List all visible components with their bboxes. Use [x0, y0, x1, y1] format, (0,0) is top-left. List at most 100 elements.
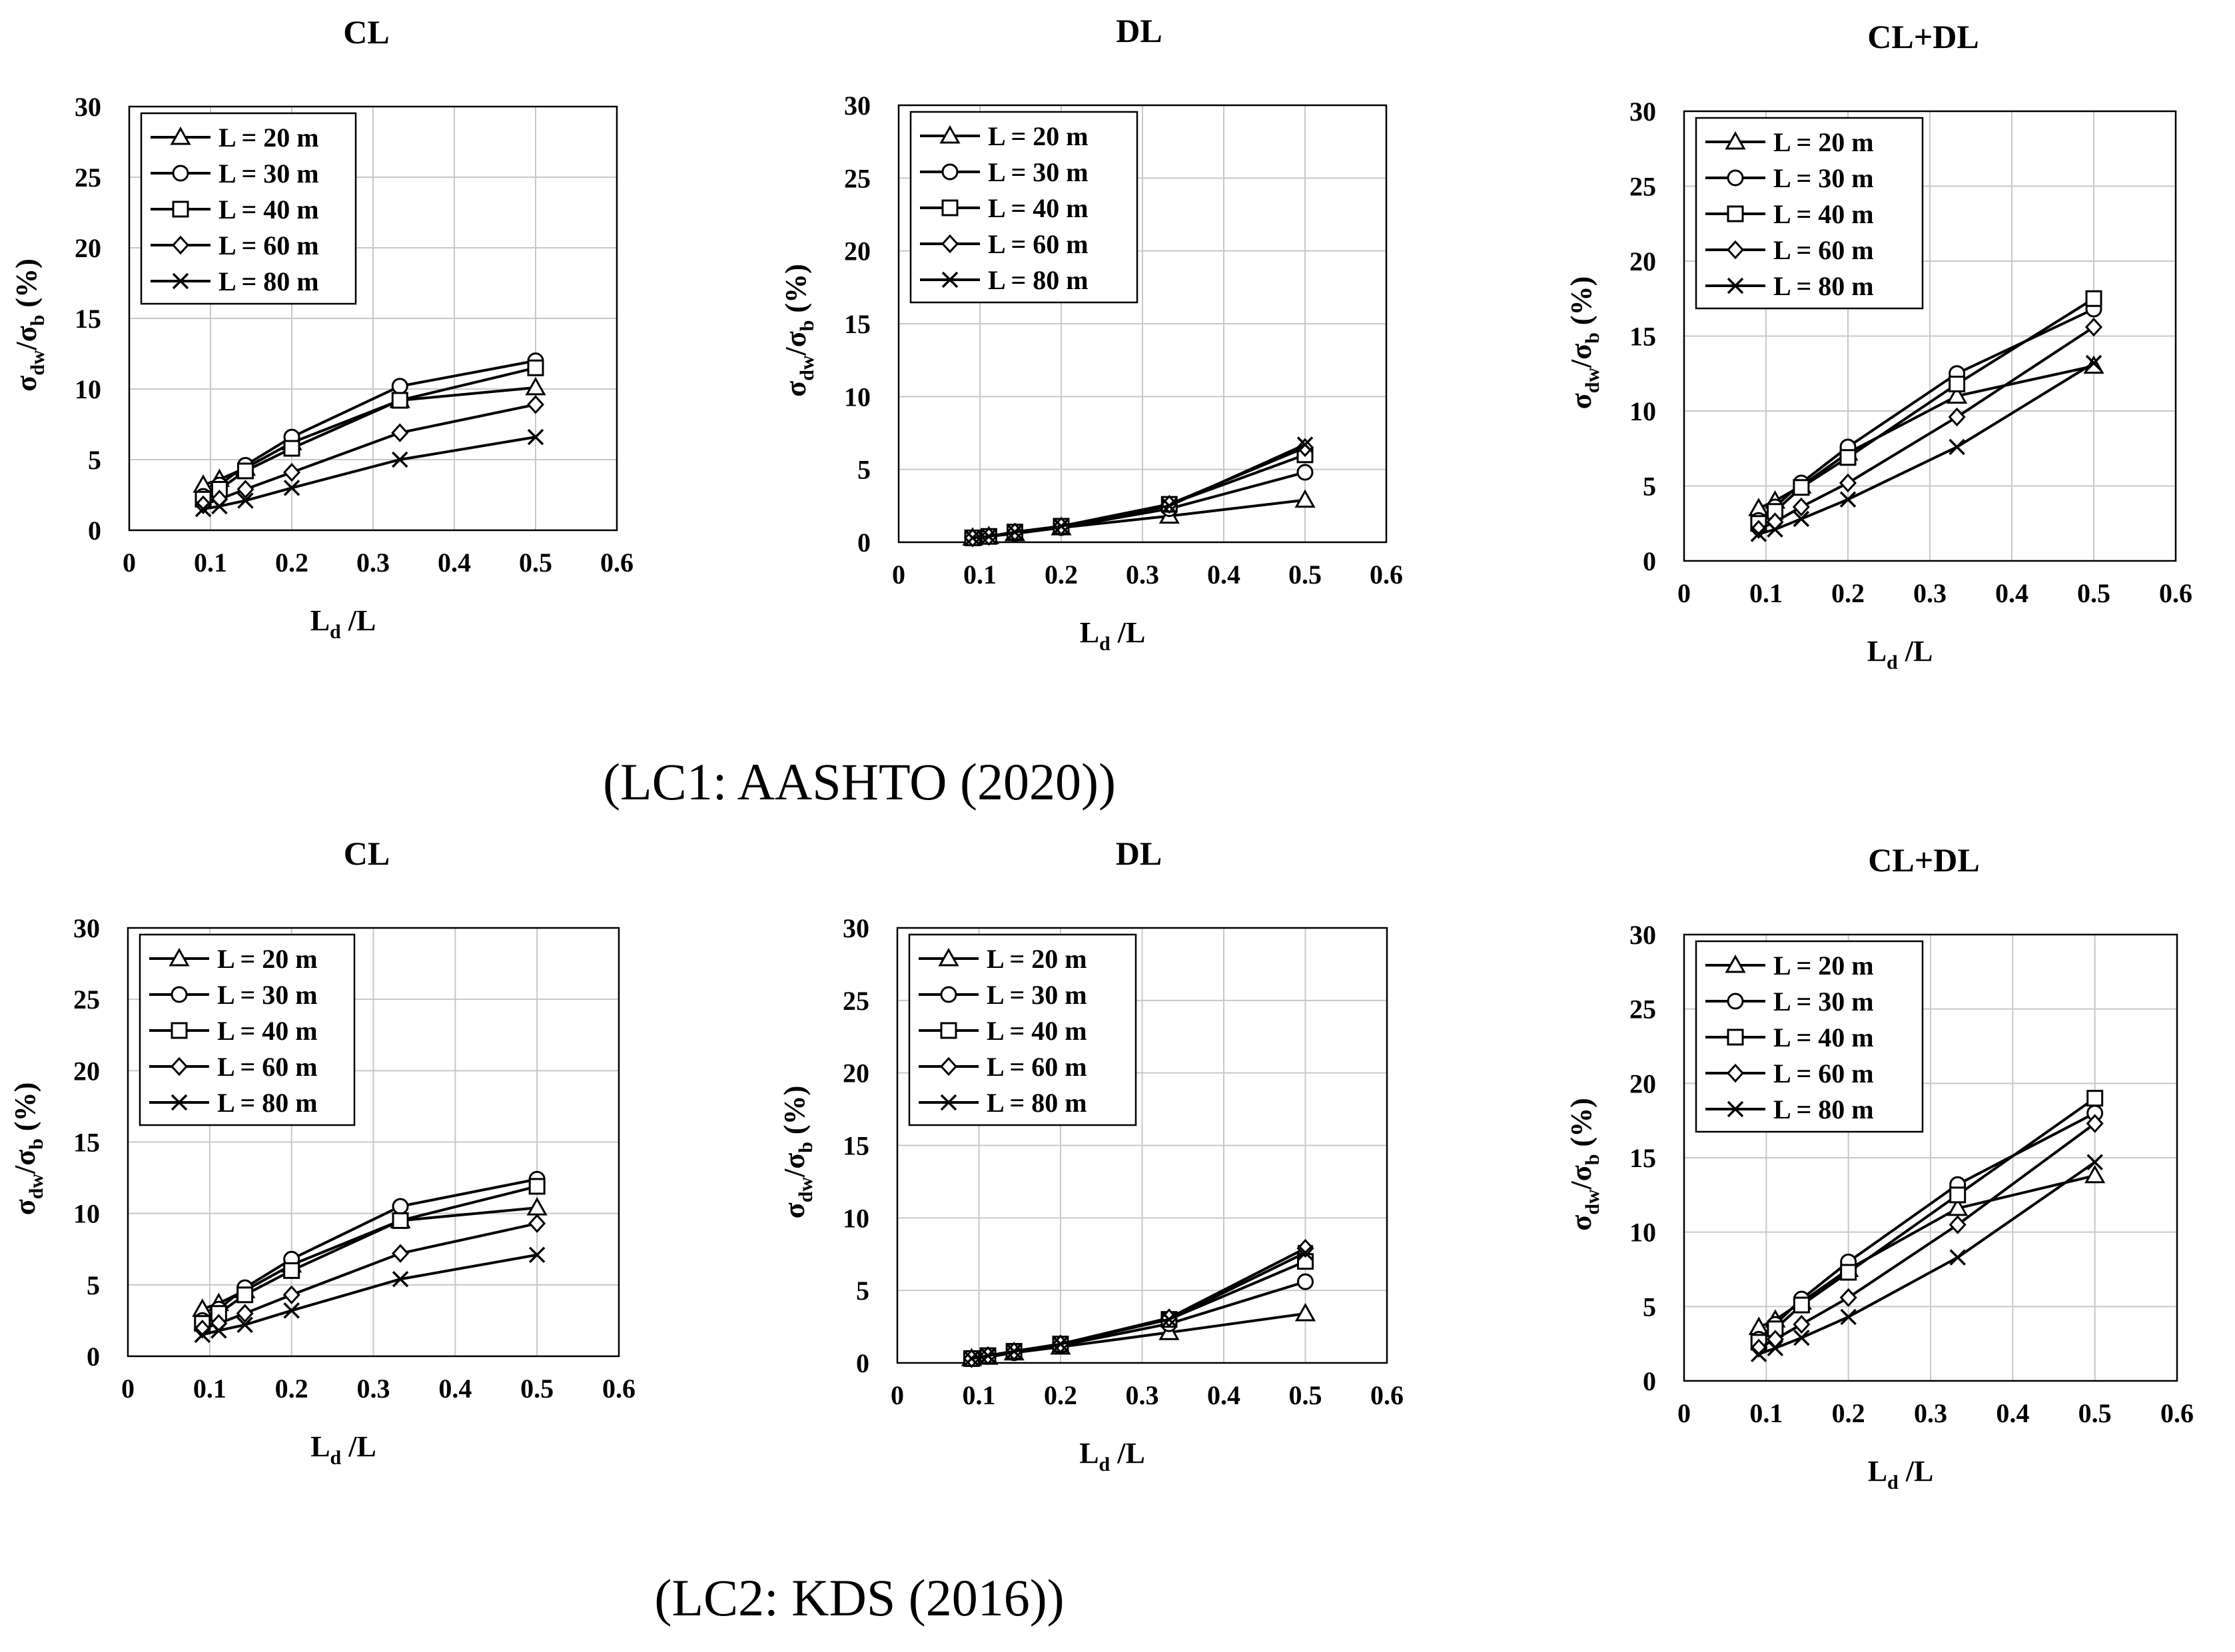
y-tick-label: 0: [856, 1348, 869, 1378]
y-tick-label: 5: [88, 445, 101, 475]
legend-marker-triangle: [939, 125, 961, 144]
data-point-triangle: [526, 1197, 548, 1216]
series-line: [1758, 362, 2095, 536]
data-point-x: [964, 530, 981, 546]
plot-area: [128, 105, 618, 532]
legend-marker-square: [940, 1022, 957, 1039]
x-tick-label: 0: [892, 560, 905, 590]
data-point-square: [1839, 449, 1857, 466]
x-tick-label: 0.6: [1370, 560, 1403, 590]
data-point-square: [1949, 1186, 1967, 1204]
series-line: [971, 1251, 1306, 1360]
chart-title: CL+DL: [1867, 18, 1979, 55]
series-square: [195, 359, 544, 508]
data-point-diamond: [528, 1214, 546, 1233]
legend-marker-circle: [171, 986, 188, 1003]
chart-lc1-cldl: 0 0.1 0.2 0.3 0.4 0.5 0.6 0 5 10 15 20 25 30 CL+DL Ld /…: [1565, 18, 2192, 673]
data-point-x: [283, 480, 300, 496]
y-tick-label: 20: [844, 236, 871, 266]
x-tick-label: 0.1: [963, 1380, 996, 1410]
x-tick-label: 0.5: [520, 1374, 554, 1404]
data-point-diamond: [282, 1285, 300, 1305]
data-point-square: [283, 440, 300, 457]
legend-marker-circle: [1727, 993, 1744, 1010]
data-point-x: [979, 1347, 997, 1364]
y-axis-label: σdw/σb (%): [778, 1086, 817, 1218]
legend-label: L = 40 m: [987, 1016, 1087, 1046]
legend-label: L = 30 m: [1773, 987, 1874, 1017]
series-line: [1758, 1161, 2096, 1356]
y-tick-label: 30: [73, 913, 100, 943]
data-point-x: [392, 1271, 409, 1288]
legend-marker-square: [172, 201, 189, 218]
data-point-circle: [391, 378, 408, 395]
data-point-x: [211, 1322, 227, 1339]
legend: L = 20 m L = 30 m L = 40 m L = 60 m L = 80 m: [139, 933, 356, 1126]
x-tick-label: 0.3: [356, 548, 390, 578]
data-point-square: [391, 392, 408, 409]
series-line: [972, 443, 1306, 540]
chart-lc1-dl: 0 0.1 0.2 0.3 0.4 0.5 0.6 0 5 10 15 20 25 30 DL Ld /L σd…: [779, 12, 1403, 655]
data-point-diamond: [1839, 1288, 1857, 1308]
x-tick-label: 0.4: [1996, 1398, 2029, 1428]
data-point-x: [1949, 438, 1965, 456]
data-point-triangle: [525, 376, 546, 396]
series-x: [195, 428, 544, 518]
data-point-triangle: [1294, 1302, 1316, 1322]
legend-marker-x: [172, 272, 189, 290]
y-tick-label: 0: [857, 528, 871, 558]
series-line: [202, 1253, 538, 1336]
x-tick-label: 0.1: [193, 1374, 226, 1404]
data-point-square: [236, 1286, 254, 1304]
chart-lc1-cl: 0 0.1 0.2 0.3 0.4 0.5 0.6 0 5 10 15 20 25 30 CL Ld /L σd…: [10, 13, 634, 643]
data-point-x: [2086, 1154, 2103, 1170]
data-point-x: [1052, 1336, 1069, 1352]
x-tick-label: 0: [121, 1374, 135, 1404]
series-square: [1750, 290, 2102, 532]
data-point-x: [236, 1316, 253, 1334]
x-tick-label: 0.5: [2077, 578, 2110, 608]
y-tick-label: 20: [1629, 1068, 1656, 1098]
data-point-x: [527, 428, 544, 446]
x-axis-label: Ld /L: [310, 1430, 376, 1469]
chart-title: DL: [1116, 12, 1162, 49]
y-tick-label: 20: [73, 1056, 100, 1086]
data-point-square: [392, 1212, 409, 1229]
data-point-diamond: [391, 423, 409, 442]
legend-label: L = 40 m: [1773, 199, 1874, 229]
legend-label: L = 80 m: [1773, 1094, 1874, 1124]
data-point-x: [1161, 498, 1178, 514]
legend-label: L = 20 m: [988, 121, 1089, 151]
y-tick-label: 20: [1629, 246, 1656, 276]
legend-label: L = 80 m: [988, 265, 1089, 295]
legend-marker-circle: [940, 986, 957, 1003]
x-tick-label: 0.1: [1749, 578, 1783, 608]
legend-label: L = 30 m: [217, 980, 318, 1010]
x-tick-label: 0: [123, 548, 136, 578]
y-tick-label: 0: [87, 1342, 100, 1372]
legend-label: L = 60 m: [217, 1052, 318, 1082]
x-tick-label: 0.2: [275, 1374, 308, 1404]
x-tick-label: 0.3: [1126, 1380, 1159, 1410]
y-tick-label: 30: [1629, 97, 1656, 127]
legend-marker-square: [941, 199, 959, 216]
data-point-diamond: [1792, 497, 1810, 517]
caption-lc1: (LC1: AASHTO (2020)): [603, 753, 1116, 811]
x-tick-label: 0.4: [1207, 1380, 1240, 1410]
legend-label: L = 60 m: [1773, 1058, 1874, 1088]
x-tick-label: 0.2: [1044, 1380, 1077, 1410]
data-point-x: [1053, 518, 1070, 535]
data-point-x: [1793, 510, 1810, 528]
x-axis-label: Ld /L: [310, 604, 376, 643]
y-tick-label: 10: [843, 1203, 869, 1233]
y-tick-label: 30: [843, 913, 869, 943]
data-point-x: [1005, 1343, 1023, 1360]
x-tick-label: 0.6: [602, 1374, 636, 1404]
x-tick-label: 0.5: [2078, 1398, 2112, 1428]
data-point-diamond: [526, 395, 545, 414]
data-point-diamond: [236, 480, 254, 499]
x-tick-label: 0.1: [1749, 1398, 1783, 1428]
y-tick-label: 20: [843, 1058, 869, 1088]
y-tick-label: 15: [1629, 322, 1656, 352]
